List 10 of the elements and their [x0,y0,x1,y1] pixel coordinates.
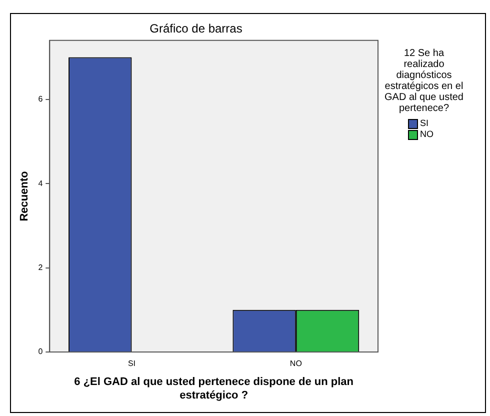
legend-label: SI [420,118,429,129]
x-axis-title: 6 ¿El GAD al que usted pertenece dispone de un plan estratégico ? [74,376,354,402]
chart-title: Gráfico de barras [150,22,242,36]
y-axis-title: Recuento [18,170,31,222]
y-tick-label: 4 [38,178,44,188]
legend-title: 12 Se ha realizado diagnósticos estratégicos en el GAD al que usted pertenece? [384,48,464,114]
y-tick-label: 0 [38,347,44,356]
y-tick-label: 6 [38,94,44,104]
legend-label: NO [420,129,434,140]
y-tick-label: 2 [38,262,44,272]
